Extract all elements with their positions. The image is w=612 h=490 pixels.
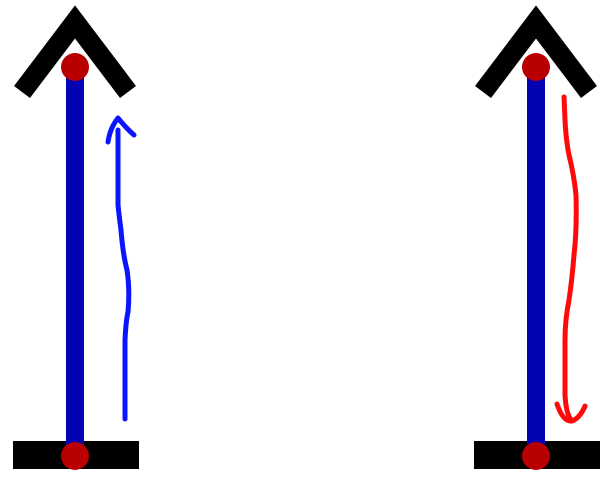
figure-right [474, 5, 600, 470]
arrowhead-chevron-right [475, 5, 597, 99]
rod-right [527, 60, 545, 455]
rod-left [66, 60, 84, 455]
top-joint-left [61, 53, 89, 81]
top-joint-right [522, 53, 550, 81]
bottom-joint-left [61, 442, 89, 470]
up-arrow-annotation [105, 115, 137, 422]
figure-left [13, 5, 139, 470]
bottom-joint-right [522, 442, 550, 470]
arrowhead-chevron-left [14, 5, 136, 99]
down-arrow-annotation [554, 94, 588, 424]
